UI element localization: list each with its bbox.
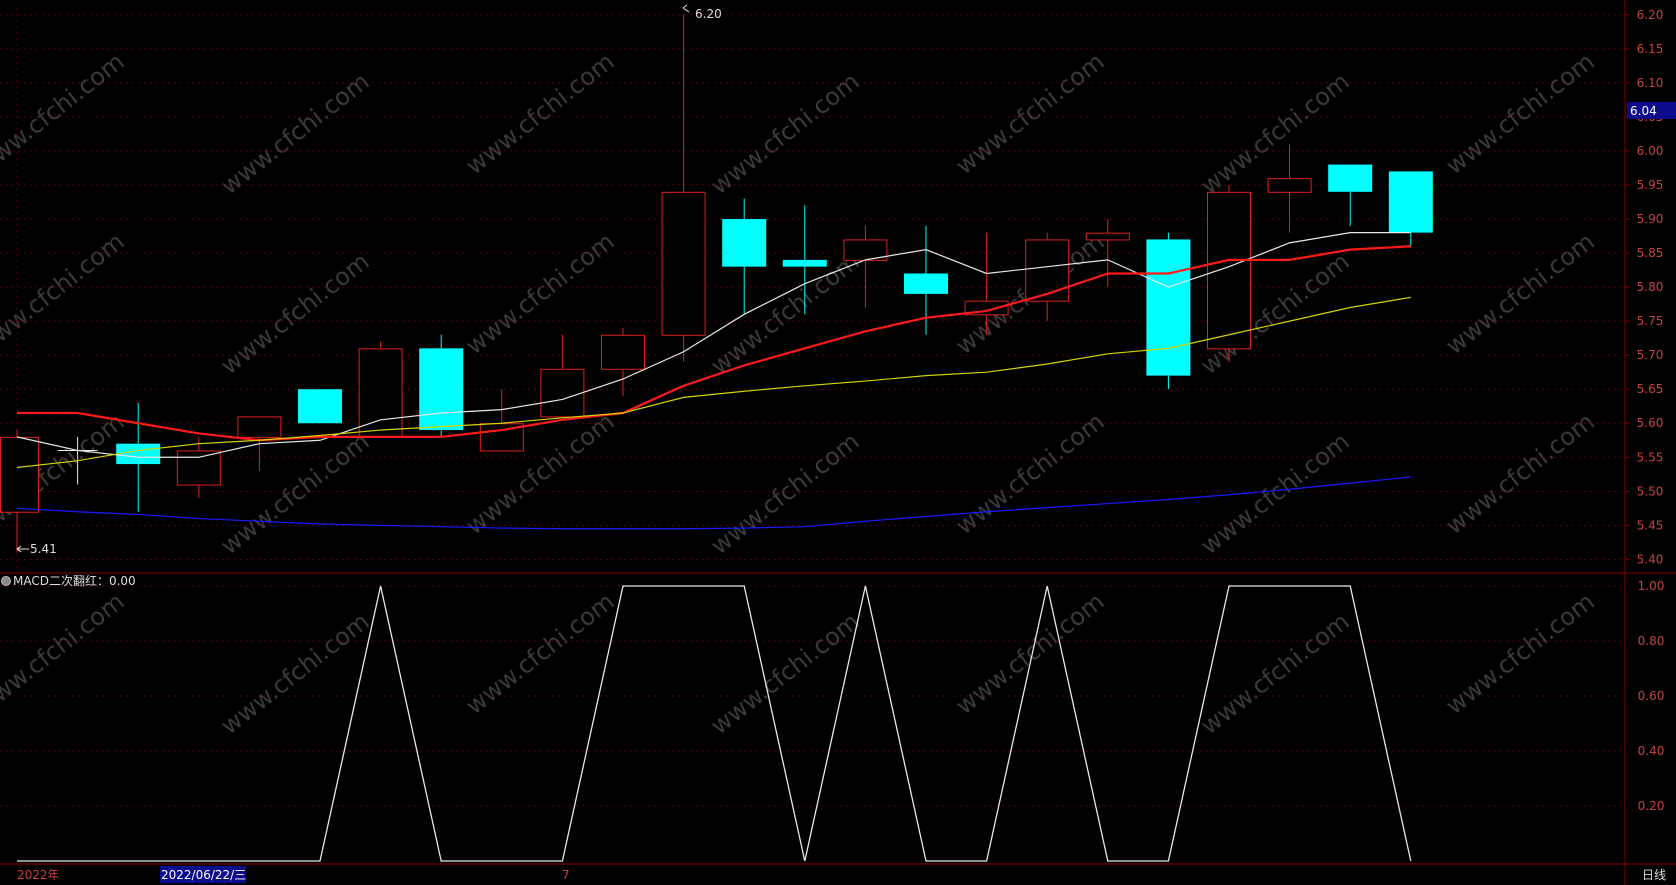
candle[interactable] (1328, 164, 1373, 226)
current-price-tag: 6.04 (1630, 104, 1657, 118)
price-tick-label: 5.90 (1637, 212, 1664, 226)
candle-body (1085, 232, 1130, 241)
candle[interactable] (0, 430, 39, 553)
candle[interactable] (1388, 171, 1433, 247)
moving-average-line (17, 245, 1411, 442)
month-label: 7 (562, 868, 570, 882)
price-tick-label: 5.85 (1637, 246, 1664, 260)
candlestick-series[interactable] (0, 14, 1433, 553)
candle-body (722, 219, 767, 267)
moving-average-line (16, 476, 1411, 530)
indicator-label: MACD二次翻红：0.00 (13, 573, 136, 588)
price-axis: 6.206.156.106.056.005.955.905.855.805.75… (1625, 8, 1664, 566)
candle[interactable] (1025, 232, 1070, 322)
macd-indicator-series (17, 585, 1412, 862)
price-tick-label: 5.95 (1637, 178, 1664, 192)
low-arrow-icon (16, 545, 29, 553)
price-tick-label: 5.40 (1637, 552, 1664, 566)
macd-tick-label: 0.60 (1638, 689, 1665, 703)
high-annotation: 6.20 (682, 4, 722, 21)
candle[interactable] (1267, 144, 1312, 233)
grid-layer (0, 8, 1625, 807)
macd-line (17, 585, 1412, 862)
candle[interactable] (176, 436, 221, 499)
indicator-header[interactable]: MACD二次翻红：0.00 (1, 573, 136, 588)
candle[interactable] (1146, 232, 1191, 390)
price-tick-label: 5.45 (1637, 518, 1664, 532)
candle-body (1146, 239, 1191, 376)
candle[interactable] (358, 341, 403, 438)
candle[interactable] (1207, 184, 1251, 362)
candle-body (782, 259, 827, 267)
macd-axis: 1.00 0.80 0.60 0.40 0.20 (1638, 579, 1665, 813)
macd-tick-label: 0.80 (1638, 634, 1665, 648)
date-axis: 2022年 2022/06/22/三 7 日线 (17, 866, 1666, 883)
moving-average-line (16, 296, 1411, 469)
candle-body (237, 416, 282, 438)
candle[interactable] (298, 389, 342, 424)
price-tick-label: 6.15 (1637, 42, 1664, 56)
price-tick-label: 5.70 (1637, 348, 1664, 362)
price-tick-label: 5.65 (1637, 382, 1664, 396)
candle[interactable] (722, 198, 767, 315)
moving-average-line (16, 232, 1411, 458)
candle[interactable] (782, 205, 827, 315)
price-tick-label: 5.50 (1637, 484, 1664, 498)
candle-body (661, 191, 706, 336)
candle-body (419, 348, 464, 431)
price-tick-label: 5.75 (1637, 314, 1664, 328)
candle[interactable] (237, 416, 282, 471)
macd-tick-label: 0.40 (1638, 744, 1665, 758)
candle-body (0, 436, 39, 513)
candle-body (298, 389, 342, 424)
candle-body (1207, 191, 1251, 350)
high-price-label: 6.20 (695, 7, 722, 21)
candle[interactable] (1085, 219, 1130, 288)
moving-average-lines (16, 232, 1411, 530)
price-tick-label: 6.10 (1637, 76, 1664, 90)
candle-body (540, 368, 585, 418)
candle-body (601, 334, 645, 370)
candle-body (904, 273, 948, 294)
candle-body (1025, 239, 1070, 302)
candle[interactable] (419, 334, 464, 437)
candle-body (116, 443, 161, 465)
macd-tick-label: 1.00 (1638, 579, 1665, 593)
price-tick-label: 5.60 (1637, 416, 1664, 430)
price-tick-label: 5.80 (1637, 280, 1664, 294)
candle-body (1267, 178, 1312, 193)
indicator-settings-icon[interactable] (1, 576, 11, 586)
candle-body (358, 348, 403, 438)
high-arrow-icon (682, 4, 690, 13)
price-tick-label: 6.00 (1637, 144, 1664, 158)
candle-body (1388, 171, 1433, 233)
low-price-label: 5.41 (30, 542, 57, 556)
candle-body (1328, 164, 1373, 192)
price-tick-label: 5.55 (1637, 450, 1664, 464)
cursor-date-bg (160, 866, 246, 883)
current-price-tag-bg (1627, 102, 1676, 119)
candle-body (176, 450, 221, 486)
cursor-date-label[interactable]: 2022/06/22/三 (161, 868, 246, 882)
price-tick-label: 6.20 (1637, 8, 1664, 22)
candle[interactable] (601, 327, 645, 397)
candle[interactable] (904, 225, 948, 335)
low-annotation: 5.41 (16, 542, 57, 556)
macd-tick-label: 0.20 (1638, 799, 1665, 813)
year-label: 2022年 (17, 868, 60, 882)
period-label[interactable]: 日线 (1642, 868, 1666, 882)
candle[interactable] (661, 14, 706, 362)
candle[interactable] (540, 334, 585, 418)
